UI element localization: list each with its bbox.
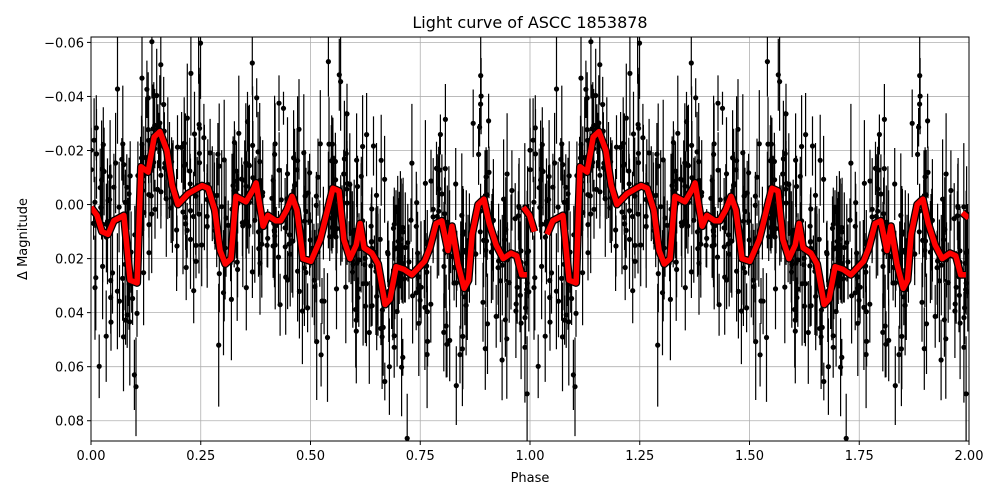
x-tick-label: 0.00 (77, 449, 106, 464)
x-tick-label: 0.75 (406, 449, 435, 464)
model-curve (91, 127, 969, 309)
y-tick-label: −0.04 (44, 90, 84, 105)
chart-title: Light curve of ASCC 1853878 (412, 13, 647, 32)
x-tick-label: 2.00 (955, 449, 984, 464)
y-axis-ticks: −0.06 −0.04 −0.02 0.00 0.02 0.04 0.06 0.08 (44, 36, 91, 430)
y-tick-label: 0.06 (55, 361, 84, 376)
y-tick-label: 0.08 (55, 415, 84, 430)
x-tick-label: 0.25 (186, 449, 215, 464)
x-tick-label: 0.50 (296, 449, 325, 464)
y-tick-label: 0.00 (55, 199, 84, 214)
x-axis-ticks: 0.00 0.25 0.50 0.75 1.00 1.25 1.50 1.75 2.00 (77, 441, 984, 464)
x-axis-label: Phase (511, 471, 550, 486)
x-tick-label: 1.25 (625, 449, 654, 464)
y-axis-label: Δ Magnitude (16, 198, 31, 280)
y-tick-label: −0.02 (44, 144, 84, 159)
y-tick-label: 0.02 (55, 253, 84, 268)
y-tick-label: 0.04 (55, 307, 84, 322)
y-tick-label: −0.06 (44, 36, 84, 51)
x-tick-label: 1.75 (845, 449, 874, 464)
x-tick-label: 1.50 (735, 449, 764, 464)
x-tick-label: 1.00 (516, 449, 545, 464)
